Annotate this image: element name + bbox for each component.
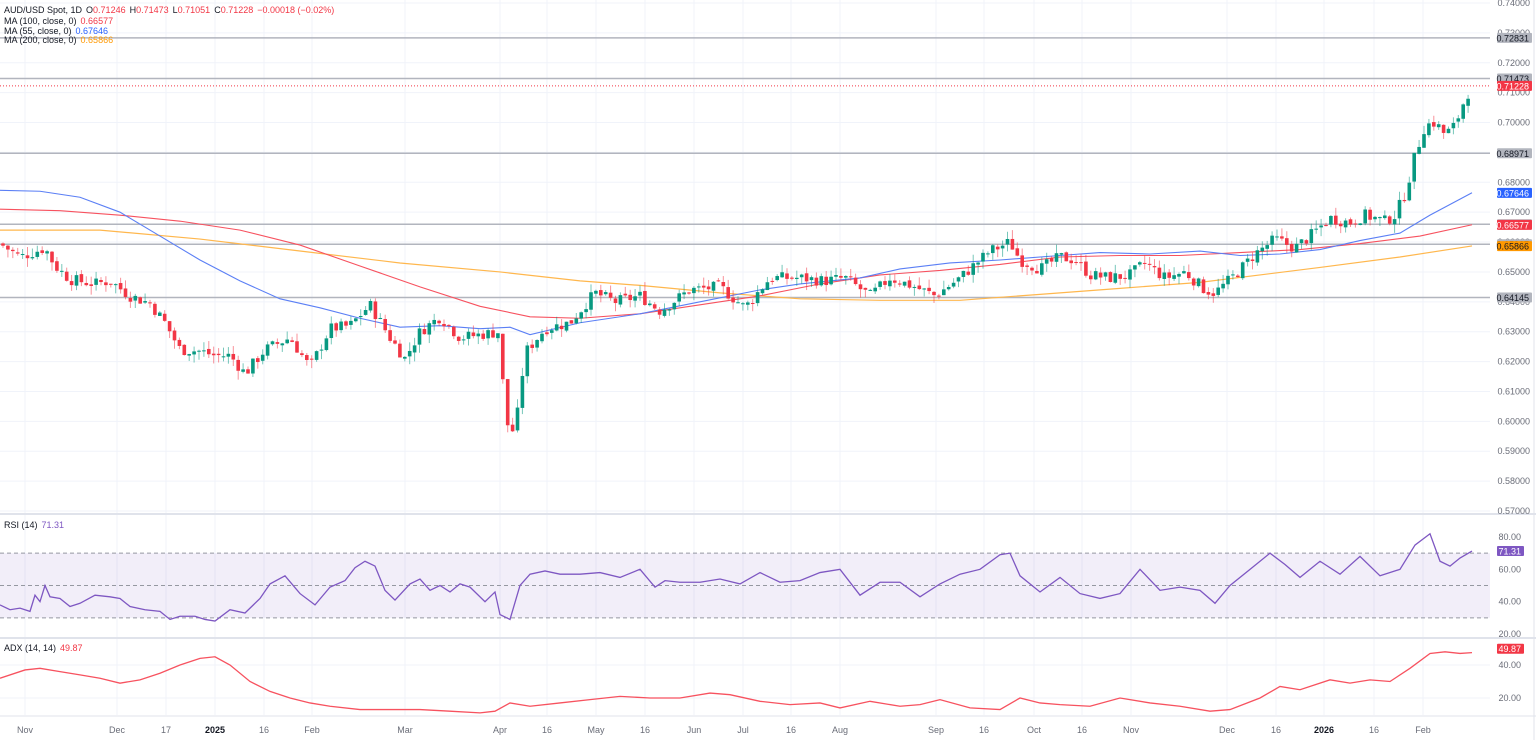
svg-text:Feb: Feb [304,725,320,735]
svg-text:0.67000: 0.67000 [1497,207,1530,217]
svg-text:40.00: 40.00 [1498,660,1521,670]
svg-text:0.61000: 0.61000 [1497,386,1530,396]
svg-text:0.72000: 0.72000 [1497,58,1530,68]
svg-text:16: 16 [542,725,552,735]
svg-text:Nov: Nov [17,725,34,735]
svg-text:Jul: Jul [737,725,749,735]
svg-text:16: 16 [640,725,650,735]
ma200-legend[interactable]: MA (200, close, 0) 0.65866 [4,35,114,45]
svg-text:20.00: 20.00 [1498,629,1521,639]
change-value: −0.00018 (−0.02%) [257,5,335,15]
svg-text:0.62000: 0.62000 [1497,357,1530,367]
svg-text:16: 16 [979,725,989,735]
svg-text:0.70000: 0.70000 [1497,118,1530,128]
close-value: 0.71228 [220,5,254,15]
high-value: 0.71473 [136,5,169,15]
svg-text:60.00: 60.00 [1498,564,1521,574]
svg-text:80.00: 80.00 [1498,532,1521,542]
horizontal-lines[interactable] [0,37,1490,299]
symbol-label: AUD/USD Spot, 1D [4,5,83,15]
svg-text:49.87: 49.87 [1498,644,1521,654]
svg-text:40.00: 40.00 [1498,597,1521,607]
svg-text:16: 16 [1369,725,1379,735]
svg-text:Dec: Dec [1219,725,1236,735]
svg-text:0.71228: 0.71228 [1496,81,1529,91]
rsi-pane[interactable]: 80.00 60.00 40.00 20.00 71.31 [0,532,1524,639]
adx-value: 49.87 [60,643,83,653]
svg-text:0.64145: 0.64145 [1496,293,1529,303]
low-value: 0.71051 [177,5,211,15]
svg-text:0.65000: 0.65000 [1497,267,1530,277]
svg-text:0.67646: 0.67646 [1496,188,1529,198]
ma100-line [0,208,1473,319]
svg-text:0.65866: 0.65866 [1496,242,1529,252]
ma100-legend[interactable]: MA (100, close, 0) 0.66577 [4,16,114,26]
rsi-line [0,532,1473,622]
svg-text:Feb: Feb [1415,725,1431,735]
svg-text:16: 16 [1077,725,1087,735]
svg-text:May: May [587,725,605,735]
svg-text:0.60000: 0.60000 [1497,416,1530,426]
adx-pane[interactable]: 40.00 20.00 49.87 [0,643,1524,714]
ma55-legend[interactable]: MA (55, close, 0) 0.67646 [4,26,109,36]
ma100-value: 0.66577 [80,16,114,26]
rsi-value: 71.31 [41,520,65,530]
svg-text:Sep: Sep [928,725,944,735]
svg-text:Oct: Oct [1027,725,1042,735]
candles [1,94,1470,433]
svg-text:0.71473: 0.71473 [1496,74,1529,84]
ma55-value: 0.67646 [75,26,109,36]
svg-text:0.59000: 0.59000 [1497,446,1530,456]
svg-text:Nov: Nov [1123,725,1140,735]
svg-text:Apr: Apr [493,725,507,735]
svg-text:0.63000: 0.63000 [1497,327,1530,337]
time-axis[interactable]: Nov Dec 17 2025 16 Feb Mar Apr 16 May 16 Jun Jul 16 Au… [17,725,1431,735]
svg-text:20.00: 20.00 [1498,693,1521,703]
svg-text:0.71000: 0.71000 [1497,88,1530,98]
svg-text:0.68000: 0.68000 [1497,177,1530,187]
svg-text:16: 16 [786,725,796,735]
svg-text:0.66577: 0.66577 [1496,220,1529,230]
svg-text:0.72831: 0.72831 [1496,33,1529,43]
svg-text:Mar: Mar [397,725,413,735]
svg-text:16: 16 [1271,725,1281,735]
svg-text:0.58000: 0.58000 [1497,476,1530,486]
ohlc-legend: AUD/USD Spot, 1D O0.71246 H0.71473 L0.71051… [4,5,335,15]
svg-text:0.74000: 0.74000 [1497,0,1530,8]
svg-text:71.31: 71.31 [1498,547,1521,557]
svg-text:16: 16 [259,725,269,735]
svg-text:Jun: Jun [687,725,702,735]
rsi-legend[interactable]: RSI (14) 71.31 [4,520,65,530]
ma200-value: 0.65866 [80,35,114,45]
svg-text:Aug: Aug [832,725,848,735]
price-axis[interactable]: 0.740000.730000.720000.710000.700000.690… [1496,0,1532,516]
svg-text:0.68971: 0.68971 [1496,149,1529,159]
adx-line [0,651,1473,714]
svg-text:2026: 2026 [1314,725,1334,735]
svg-text:2025: 2025 [205,725,225,735]
svg-text:17: 17 [161,725,171,735]
svg-text:0.73000: 0.73000 [1497,28,1530,38]
svg-text:0.57000: 0.57000 [1497,506,1530,516]
svg-text:Dec: Dec [109,725,126,735]
ma200-line [0,229,1473,301]
ma55-line [0,189,1473,336]
open-value: 0.71246 [93,5,126,15]
adx-legend[interactable]: ADX (14, 14) 49.87 [4,643,83,653]
